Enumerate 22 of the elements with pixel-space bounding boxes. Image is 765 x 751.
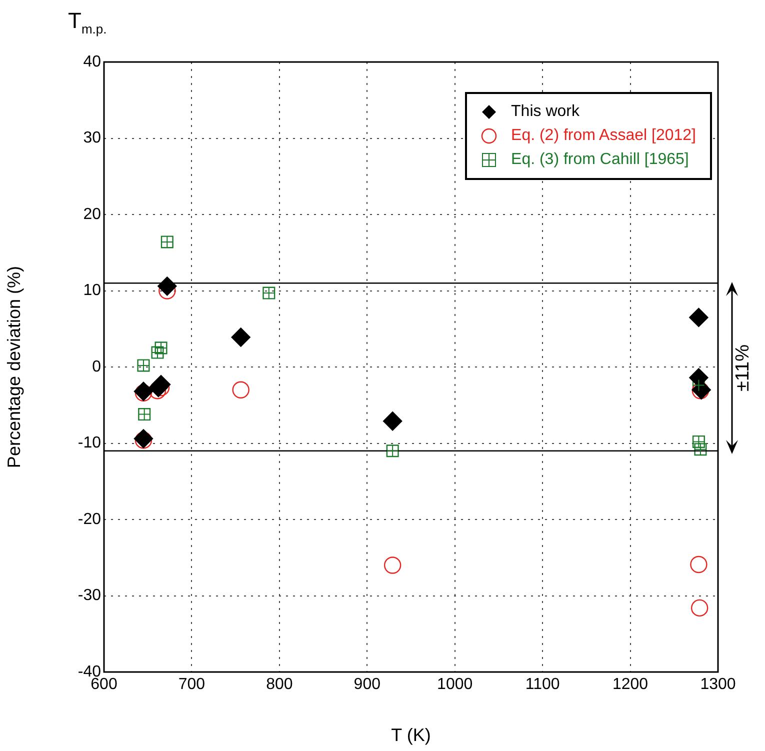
y-tick-label: 20 (83, 206, 102, 223)
y-tick-label: 10 (83, 282, 102, 300)
y-axis-title: Percentage deviation (%) (4, 266, 24, 468)
text: ±11% (732, 344, 754, 392)
legend-label: Eq. (2) from Assael [2012] (511, 126, 696, 146)
y-tick-label: -30 (78, 587, 102, 604)
y-tick-label: -10 (78, 434, 102, 452)
x-tick-label: 1300 (700, 676, 736, 694)
y-tick-label: -20 (78, 510, 102, 528)
legend-label: This work (511, 102, 580, 122)
text: T$_{m.p.}$ (68, 8, 107, 36)
x-tick-label: 1100 (525, 676, 560, 694)
x-tick-label: 700 (178, 676, 206, 694)
x-axis-title: T (K) (391, 725, 431, 746)
y-tick-label: 0 (92, 358, 102, 376)
legend-label: Eq. (3) from Cahill [1965] (511, 150, 689, 170)
x-tick-label: 800 (266, 676, 293, 694)
y-tick-label: 40 (83, 53, 102, 70)
x-tick-label: 1200 (612, 676, 648, 694)
x-tick-label: 1000 (437, 676, 473, 694)
y-tick-label: 30 (83, 130, 102, 147)
x-tick-label: 900 (354, 676, 381, 694)
